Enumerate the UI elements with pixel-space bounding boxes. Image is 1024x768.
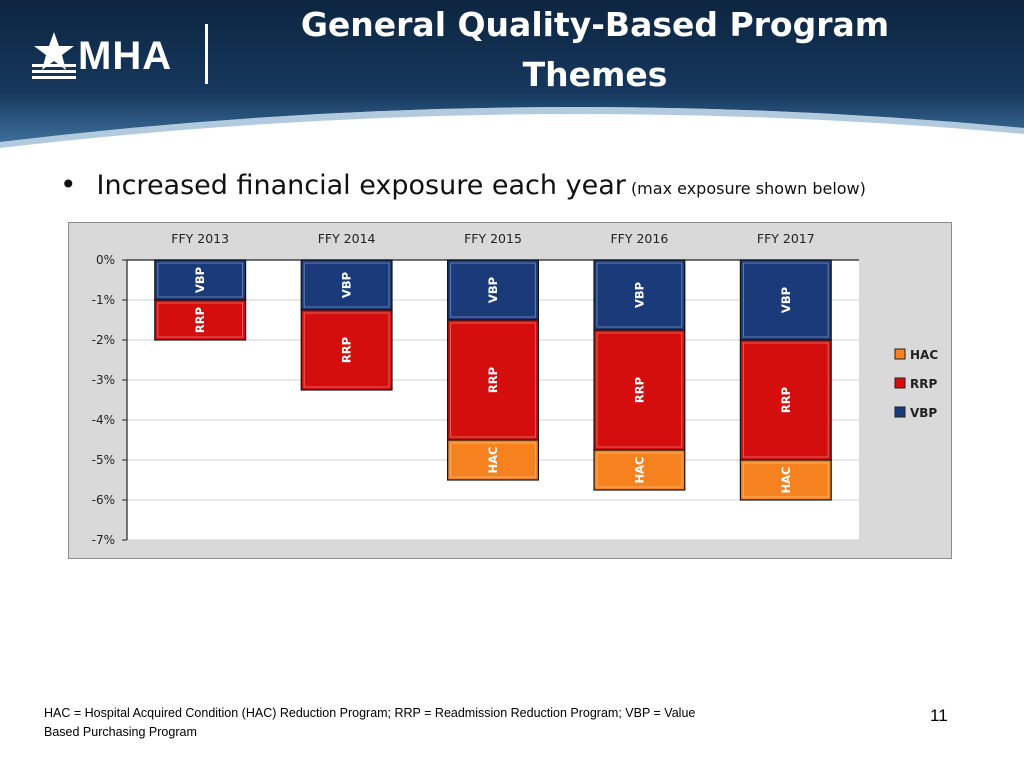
header-banner — [0, 0, 1024, 148]
bar-label-vbp: VBP — [340, 272, 354, 298]
category-label: FFY 2017 — [757, 231, 815, 246]
bar-rrp — [300, 309, 393, 391]
bar-bevel — [596, 262, 683, 328]
bar-label-rrp: RRP — [340, 337, 354, 363]
footnote: HAC = Hospital Acquired Condition (HAC) … — [44, 704, 804, 742]
bar-bevel — [157, 302, 244, 338]
bar-rrp — [447, 319, 539, 441]
bar-bevel — [450, 262, 536, 318]
legend-label-vbp: VBP — [910, 406, 937, 420]
logo-text: MHA — [78, 34, 173, 78]
bar-vbp — [154, 259, 247, 301]
bar-label-rrp: RRP — [632, 377, 646, 403]
bar-label-vbp: VBP — [779, 287, 793, 313]
bar-label-vbp: VBP — [632, 282, 646, 308]
bar-bevel — [596, 452, 683, 488]
star-icon — [34, 32, 74, 70]
bar-vbp — [447, 259, 539, 321]
category-label: FFY 2013 — [171, 231, 229, 246]
title-line-2: Themes — [522, 55, 668, 94]
bar-label-rrp: RRP — [486, 367, 500, 393]
bar-hac — [593, 449, 686, 491]
bar-label-hac: HAC — [486, 447, 500, 474]
bar-bevel — [742, 462, 829, 498]
bar-bevel — [303, 312, 390, 388]
y-tick-label: -3% — [92, 373, 115, 387]
stacked-bar-chart: 0% -1% -2% -3% -4% -5% -6% -7% FFY 2013 VBP RRP FFY… — [68, 222, 952, 559]
bar-label-rrp: RRP — [779, 387, 793, 413]
bar-label-hac: HAC — [632, 457, 646, 484]
bar-bevel — [596, 332, 683, 448]
bar-label-vbp: VBP — [193, 267, 207, 293]
bar-vbp — [593, 259, 686, 331]
bar-hac — [739, 459, 832, 501]
footnote-line-1: HAC = Hospital Acquired Condition (HAC) … — [44, 706, 696, 720]
chart-svg: 0% -1% -2% -3% -4% -5% -6% -7% FFY 2013 VBP RRP FFY… — [92, 231, 939, 547]
bar-rrp — [154, 299, 247, 341]
bar-rrp — [739, 339, 832, 461]
bullet-main-text: Increased financial exposure each year — [96, 170, 626, 201]
logo-divider — [205, 24, 208, 84]
legend-swatch-hac — [894, 348, 906, 360]
legend-label-hac: HAC — [910, 348, 938, 362]
bar-bevel — [157, 262, 244, 298]
y-tick-label: 0% — [96, 253, 115, 267]
bar-bevel — [742, 342, 829, 458]
y-tick-label: -2% — [92, 333, 115, 347]
mha-logo — [32, 32, 76, 79]
bar-bevel — [450, 442, 536, 478]
category-label: FFY 2016 — [610, 231, 668, 246]
category-label: FFY 2015 — [464, 231, 522, 246]
bar-bevel — [303, 262, 390, 308]
page-number: 11 — [930, 706, 948, 725]
footnote-line-2: Based Purchasing Program — [44, 725, 197, 739]
bar-hac — [447, 439, 539, 481]
bullet-dot-icon: • — [60, 168, 77, 201]
y-tick-label: -4% — [92, 413, 115, 427]
bar-label-hac: HAC — [779, 467, 793, 494]
title-line-1: General Quality-Based Program — [300, 5, 890, 44]
legend-swatch-rrp — [894, 377, 906, 389]
bullet-point: • Increased financial exposure each year … — [60, 168, 866, 201]
legend-label-rrp: RRP — [910, 377, 937, 391]
bar-bevel — [450, 322, 536, 438]
bullet-sub-text: (max exposure shown below) — [630, 179, 866, 198]
bar-bevel — [742, 262, 829, 338]
bar-rrp — [593, 329, 686, 451]
y-tick-label: -5% — [92, 453, 115, 467]
y-tick-label: -6% — [92, 493, 115, 507]
category-label: FFY 2014 — [318, 231, 376, 246]
bar-label-vbp: VBP — [486, 277, 500, 303]
legend-swatch-vbp — [894, 406, 906, 418]
y-tick-label: -1% — [92, 293, 115, 307]
bar-label-rrp: RRP — [193, 307, 207, 333]
slide-title: General Quality-Based Program Themes — [230, 0, 960, 100]
y-tick-label: -7% — [92, 533, 115, 547]
